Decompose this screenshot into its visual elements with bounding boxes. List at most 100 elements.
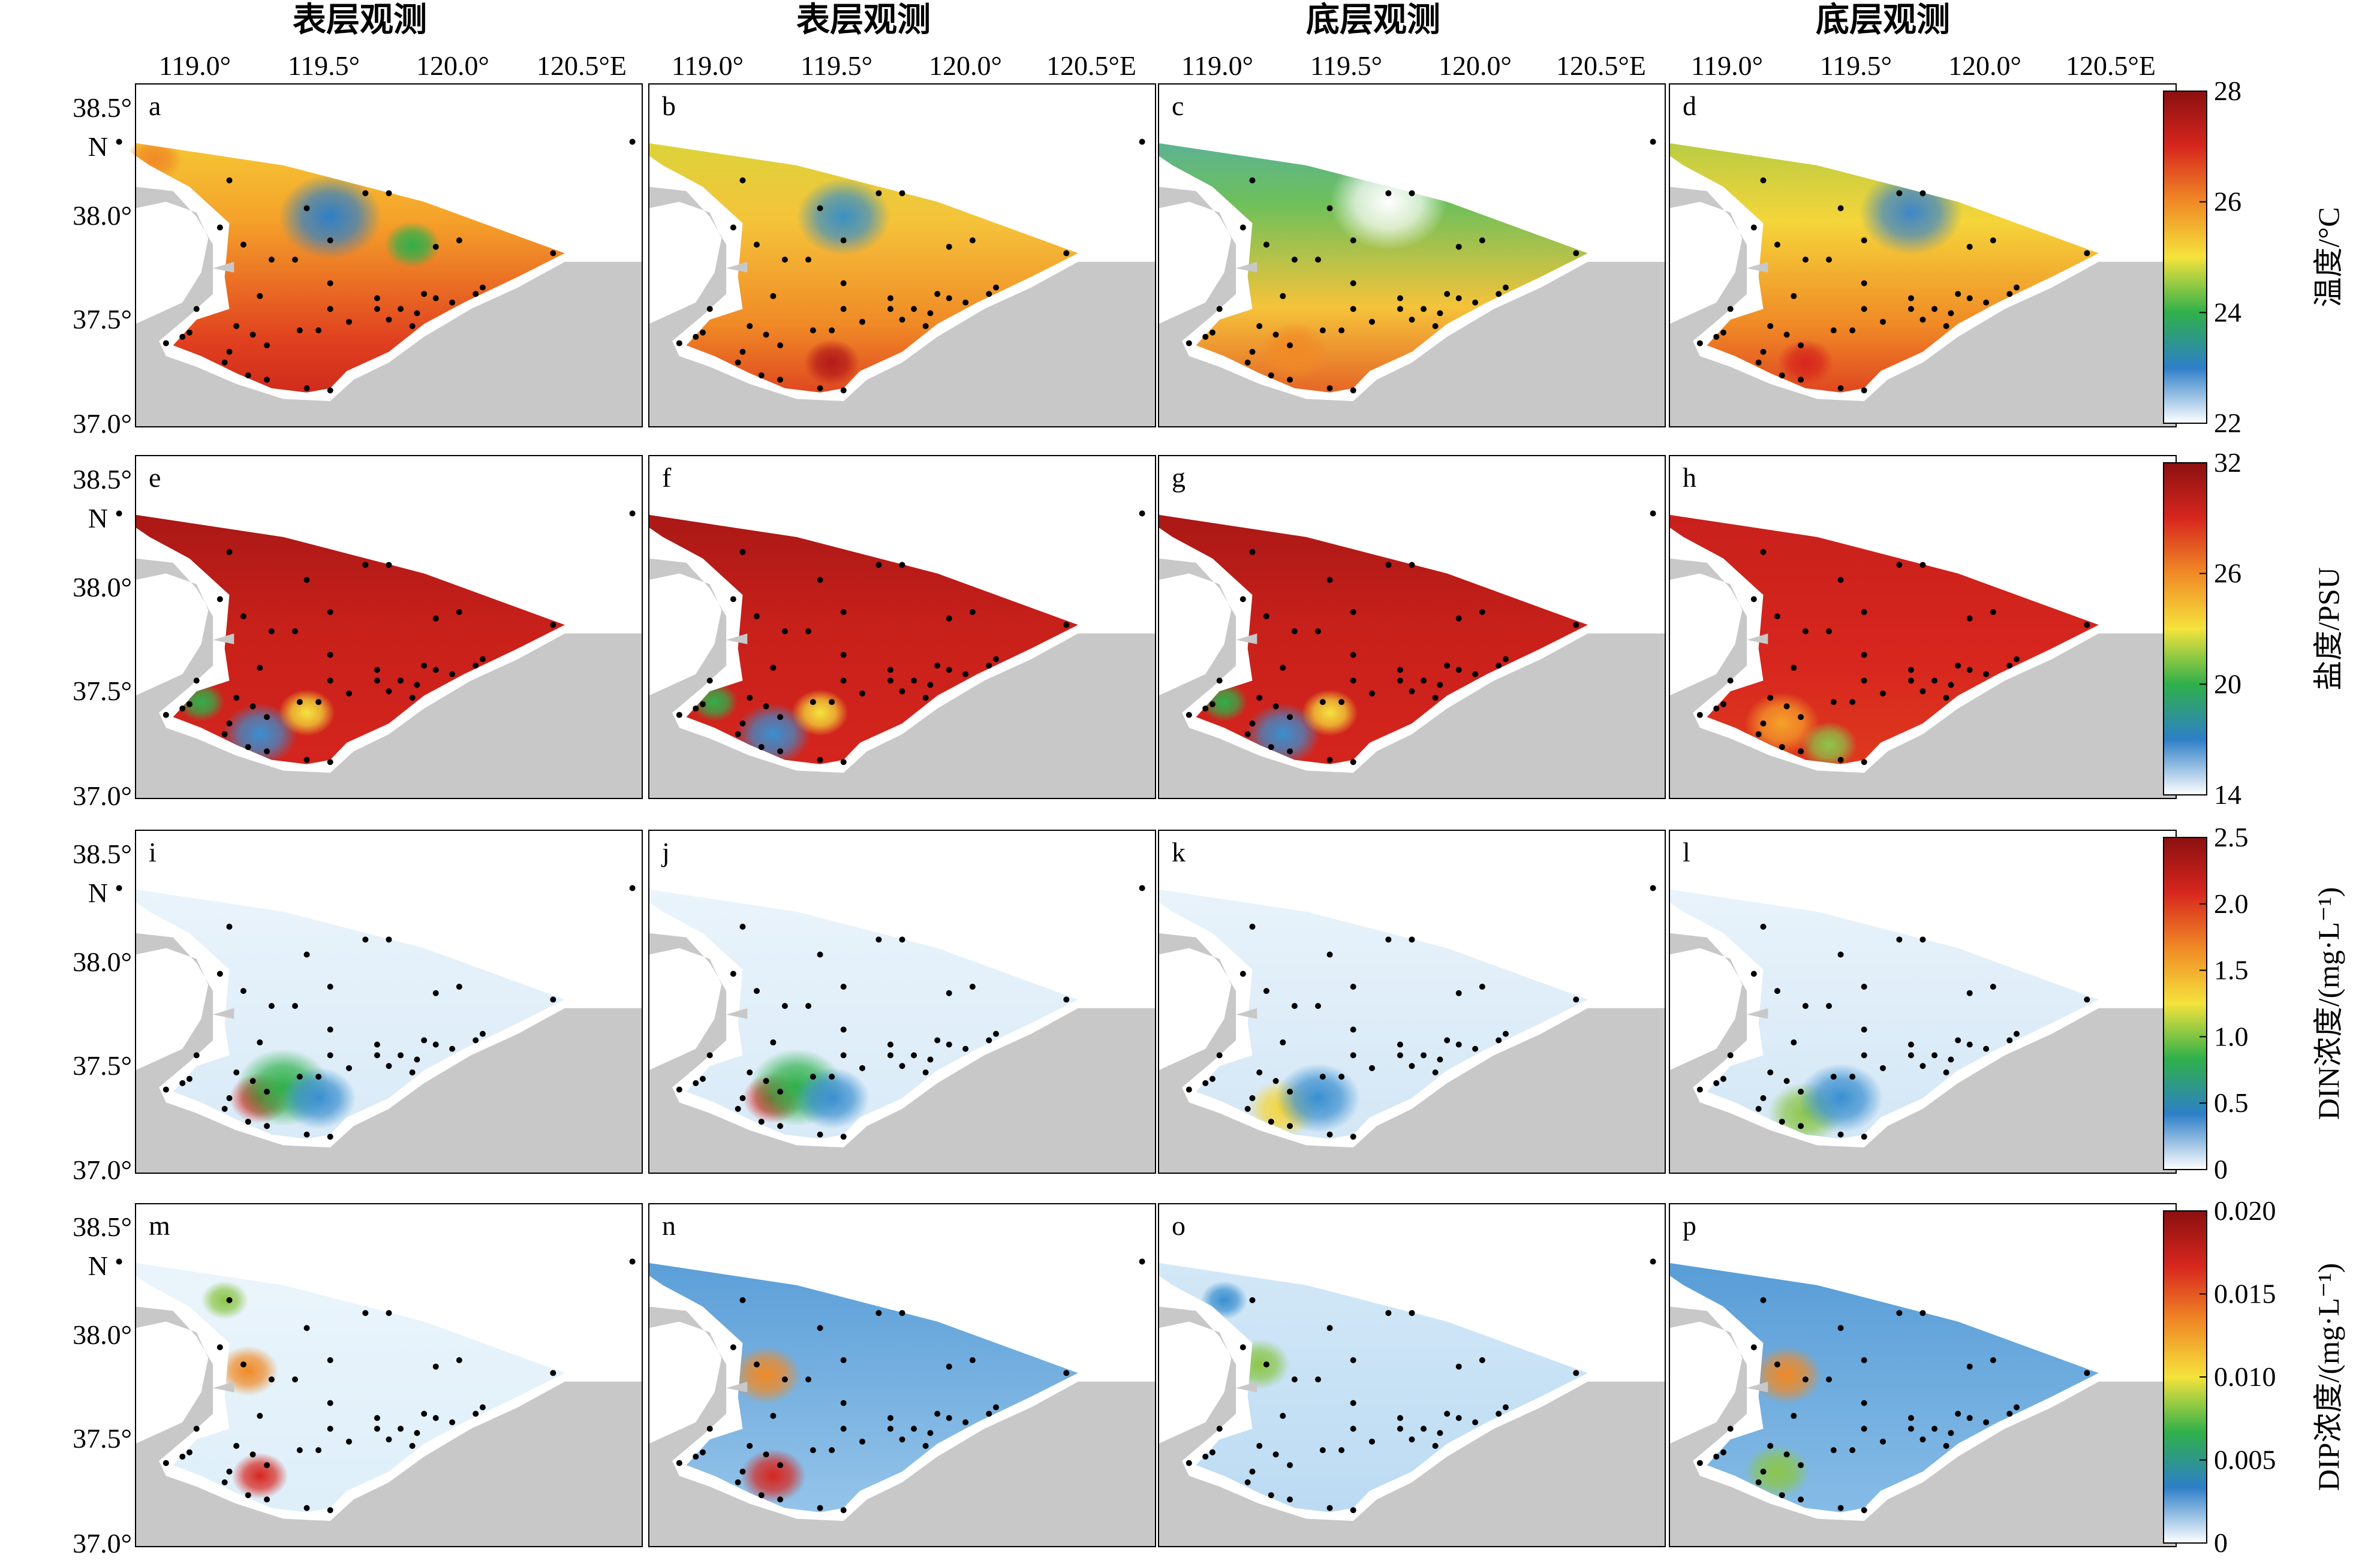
station-point — [1496, 1037, 1502, 1044]
station-point — [1798, 1496, 1804, 1503]
colorbar-tick-label: 14 — [2214, 779, 2241, 810]
panel-letter: h — [1683, 462, 1696, 493]
station-point — [1798, 1123, 1804, 1129]
station-point — [409, 1442, 416, 1449]
station-point — [875, 190, 882, 197]
colorbar-tick-label: 0.010 — [2214, 1361, 2276, 1392]
station-point — [327, 1357, 333, 1363]
station-point — [747, 1069, 753, 1075]
station-point — [1861, 1052, 1867, 1059]
station-point — [1432, 694, 1439, 701]
station-point — [303, 385, 310, 391]
station-point — [1287, 342, 1293, 349]
station-point — [934, 291, 941, 297]
station-point — [249, 1451, 256, 1458]
station-point — [735, 1105, 741, 1112]
colorbar-salinity: 32 26 20 14 盐度/PSU — [2163, 447, 2345, 810]
station-point — [327, 306, 333, 312]
station-point — [268, 257, 275, 263]
station-point — [1931, 1426, 1938, 1432]
station-point — [303, 1131, 310, 1138]
station-point — [327, 1026, 333, 1033]
station-point — [345, 1065, 352, 1071]
station-point — [817, 951, 823, 958]
station-point — [1750, 596, 1757, 602]
station-point — [473, 1411, 479, 1417]
station-point — [240, 242, 246, 248]
station-point — [1315, 257, 1322, 263]
station-point — [221, 1105, 228, 1112]
y-tick-r4-n: N — [88, 1250, 108, 1281]
station-point — [303, 205, 310, 212]
station-point — [840, 759, 847, 766]
station-point — [1907, 1415, 1914, 1421]
station-point — [432, 615, 439, 622]
station-point — [781, 628, 788, 635]
station-point — [763, 703, 769, 710]
station-point — [2006, 1037, 2013, 1044]
station-point — [233, 1069, 240, 1075]
river-mouth — [1747, 633, 1768, 644]
station-point — [1338, 699, 1345, 706]
station-point — [1326, 1505, 1333, 1511]
station-point — [163, 340, 169, 346]
station-point — [1826, 1376, 1833, 1383]
station-point — [386, 562, 392, 568]
station-point — [216, 1344, 223, 1351]
land-mask — [1159, 1306, 1665, 1547]
station-point — [2013, 284, 2020, 291]
station-point — [946, 667, 952, 673]
station-point — [1272, 703, 1279, 710]
station-point — [1350, 1400, 1356, 1406]
station-point — [1437, 1430, 1443, 1436]
station-point — [699, 1075, 706, 1082]
station-point — [805, 1003, 812, 1009]
station-point — [1280, 1412, 1286, 1419]
station-point — [264, 376, 270, 383]
station-point — [1720, 329, 1726, 336]
station-point — [781, 1003, 788, 1009]
station-point — [1837, 757, 1844, 763]
station-point — [216, 224, 223, 231]
station-point — [1727, 306, 1734, 312]
station-point — [1826, 257, 1833, 263]
river-mouth — [1747, 261, 1768, 273]
station-point — [1802, 1376, 1809, 1383]
station-point — [875, 1310, 882, 1316]
y-tick-r4-3: 37.5° — [73, 1423, 132, 1454]
station-point — [374, 677, 380, 684]
station-point — [1774, 613, 1780, 620]
station-point — [1249, 923, 1256, 930]
station-point — [1280, 664, 1286, 671]
station-point — [2084, 622, 2090, 628]
station-point — [887, 1415, 893, 1421]
station-point — [1239, 596, 1246, 602]
station-point — [1919, 562, 1926, 568]
station-point — [1397, 677, 1403, 684]
station-point — [1983, 299, 1990, 306]
station-point — [770, 293, 777, 299]
station-point — [1350, 1026, 1356, 1033]
river-mouth — [726, 261, 748, 273]
station-point — [296, 1447, 303, 1454]
station-point — [1830, 699, 1837, 706]
station-point — [1879, 318, 1886, 325]
station-point — [1919, 936, 1926, 943]
station-point — [777, 1089, 784, 1095]
y-tick-r2-4: 37.0° — [73, 780, 132, 811]
station-point — [226, 720, 233, 727]
y-tick-r4-2: 38.0° — [73, 1319, 132, 1350]
station-point — [1861, 387, 1867, 394]
station-point — [1256, 1442, 1263, 1449]
station-point — [398, 677, 404, 684]
station-point — [1350, 677, 1356, 684]
station-point — [1319, 1447, 1326, 1454]
station-point — [1966, 1363, 1973, 1370]
station-point — [240, 1361, 246, 1368]
station-point — [264, 1089, 270, 1095]
station-point — [1455, 990, 1462, 996]
x-tick-c4-3: 120.0° — [1948, 50, 2021, 81]
station-point — [1760, 1297, 1767, 1303]
colorbar-tick-label: 22 — [2214, 408, 2241, 438]
